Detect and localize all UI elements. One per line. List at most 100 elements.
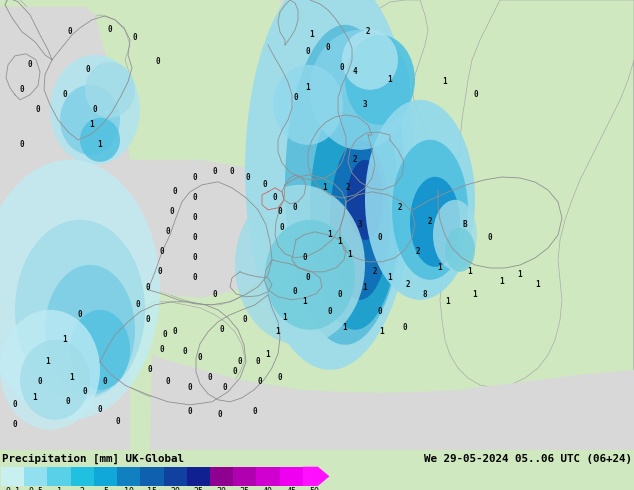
Text: 1: 1 (309, 30, 314, 39)
Text: 0: 0 (146, 283, 150, 293)
Text: 0: 0 (302, 253, 307, 262)
Text: 2: 2 (366, 27, 370, 36)
Bar (1, 466, 24, 486)
Text: 1: 1 (380, 327, 384, 336)
Text: B: B (463, 220, 467, 229)
Polygon shape (125, 160, 300, 298)
Text: 0: 0 (163, 330, 167, 339)
Text: 1: 1 (98, 140, 102, 149)
Text: 35: 35 (240, 487, 250, 490)
Text: 1: 1 (536, 280, 540, 289)
Text: 0: 0 (28, 60, 32, 69)
Text: 0: 0 (37, 377, 42, 386)
Text: 0: 0 (488, 233, 493, 243)
Ellipse shape (70, 310, 130, 390)
Text: 0: 0 (98, 405, 102, 415)
Text: 0.5: 0.5 (29, 487, 43, 490)
Text: 1: 1 (343, 323, 347, 332)
Ellipse shape (245, 0, 415, 370)
Text: 0: 0 (280, 223, 284, 232)
Polygon shape (303, 466, 330, 486)
Text: 0: 0 (278, 207, 282, 216)
Text: 1: 1 (283, 313, 287, 322)
Text: 1: 1 (363, 283, 367, 293)
Text: 0: 0 (193, 173, 197, 182)
Text: 0: 0 (68, 27, 72, 36)
Polygon shape (100, 302, 245, 405)
Text: 0: 0 (188, 383, 192, 392)
Text: 0: 0 (243, 316, 247, 324)
Ellipse shape (85, 62, 135, 118)
Text: 0: 0 (13, 400, 17, 409)
Ellipse shape (433, 200, 477, 270)
Polygon shape (150, 185, 272, 305)
Text: 0.1: 0.1 (5, 487, 20, 490)
Text: 0: 0 (230, 167, 235, 176)
Text: 0: 0 (474, 90, 478, 99)
Polygon shape (5, 0, 52, 60)
Text: 1: 1 (443, 77, 448, 86)
Text: 0: 0 (103, 377, 107, 386)
Text: 0: 0 (212, 290, 217, 299)
Text: 1: 1 (338, 237, 342, 246)
Ellipse shape (445, 228, 475, 272)
Text: 0: 0 (212, 167, 217, 176)
Polygon shape (268, 0, 362, 300)
Bar (24, 466, 48, 486)
Ellipse shape (285, 25, 405, 345)
Text: 50: 50 (309, 487, 320, 490)
Text: 1: 1 (302, 297, 307, 306)
Text: 0: 0 (328, 307, 332, 317)
Text: 0: 0 (115, 417, 120, 426)
Text: 25: 25 (193, 487, 204, 490)
Ellipse shape (80, 118, 120, 162)
Text: 0: 0 (238, 357, 242, 367)
Text: 0: 0 (246, 173, 250, 182)
Text: 0: 0 (326, 43, 330, 52)
Polygon shape (275, 0, 330, 130)
Text: 15: 15 (147, 487, 157, 490)
Bar (48, 466, 70, 486)
Text: 1: 1 (89, 121, 94, 129)
Ellipse shape (0, 160, 160, 420)
Text: 1: 1 (70, 373, 74, 382)
Text: 0: 0 (108, 25, 112, 34)
Text: 20: 20 (170, 487, 180, 490)
Text: 0: 0 (172, 327, 178, 336)
Text: 1: 1 (323, 183, 327, 192)
Text: 0: 0 (165, 227, 171, 236)
Text: 1: 1 (500, 277, 504, 286)
Text: 0: 0 (188, 407, 192, 416)
Ellipse shape (273, 65, 343, 145)
Ellipse shape (330, 140, 390, 300)
Text: 0: 0 (293, 203, 297, 212)
Text: 0: 0 (294, 93, 299, 102)
Ellipse shape (410, 177, 460, 267)
Text: 0: 0 (278, 373, 282, 382)
Text: 3: 3 (363, 100, 367, 109)
Bar (210, 466, 233, 486)
Text: 5: 5 (103, 487, 108, 490)
Polygon shape (150, 355, 634, 450)
Text: 1: 1 (276, 327, 280, 336)
Text: 0: 0 (253, 407, 257, 416)
Text: 2: 2 (353, 155, 358, 164)
Text: 1: 1 (328, 230, 332, 239)
Text: 0: 0 (340, 63, 344, 73)
Text: 0: 0 (306, 48, 310, 56)
Text: 0: 0 (306, 273, 310, 282)
Text: 0: 0 (262, 180, 268, 189)
Bar (140, 466, 164, 486)
Polygon shape (0, 7, 130, 450)
Text: 1: 1 (468, 268, 472, 276)
Ellipse shape (310, 30, 410, 150)
Bar (233, 466, 256, 486)
Text: 0: 0 (160, 247, 164, 256)
Text: 45: 45 (286, 487, 296, 490)
Text: 0: 0 (378, 233, 382, 243)
Text: 0: 0 (36, 105, 41, 114)
Text: 2: 2 (346, 183, 351, 192)
Text: 1: 1 (306, 83, 310, 92)
Ellipse shape (342, 30, 398, 90)
Text: 0: 0 (78, 310, 82, 319)
